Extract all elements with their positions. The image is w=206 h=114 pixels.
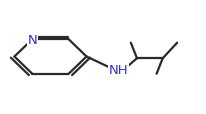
Text: NH: NH <box>109 64 128 77</box>
Text: N: N <box>28 33 37 46</box>
